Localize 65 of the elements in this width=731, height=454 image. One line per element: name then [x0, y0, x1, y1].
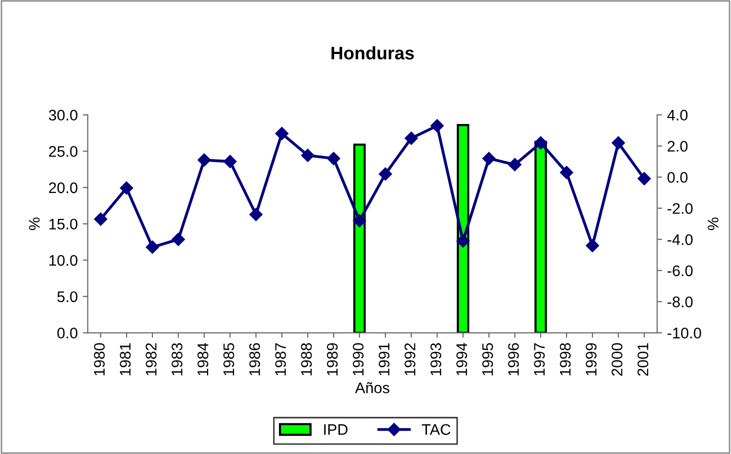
x-tick-label: 2001: [638, 343, 648, 376]
point: [94, 212, 108, 226]
chart-title: Honduras: [332, 46, 414, 60]
point: [146, 240, 160, 254]
x-tick-label: 1994: [456, 342, 468, 376]
point: [586, 239, 600, 252]
x-tick-label: 1998: [560, 343, 571, 376]
x-tick-label: 1986: [249, 343, 260, 376]
y-tick-label: 30.0: [48, 110, 78, 121]
point: [534, 136, 548, 150]
point: [223, 154, 237, 168]
point: [482, 152, 496, 166]
point: [301, 148, 314, 162]
point: [352, 214, 366, 228]
x-tick-label: 1995: [482, 343, 494, 376]
y2-tick-label: -6.0: [668, 265, 693, 276]
legend-label: IPD: [324, 424, 348, 435]
point: [508, 158, 522, 172]
y-tick-label: 25.0: [49, 146, 78, 157]
y2-tick-label: -4.0: [668, 234, 693, 246]
y2-tick-label: -8.0: [668, 296, 693, 308]
y2-tick-label: -2.0: [668, 203, 693, 214]
y-tick-label: 10.0: [49, 255, 78, 266]
point: [198, 153, 211, 167]
x-tick-label: 1981: [120, 343, 131, 376]
y2-tick-label: -10.0: [668, 328, 702, 338]
x-axis-title: Años: [355, 382, 390, 394]
y-tick-label: 15.0: [49, 218, 78, 230]
x-tick-label: 1999: [586, 343, 597, 376]
x-tick-label: 1980: [94, 343, 105, 376]
x-tick-label: 1997: [534, 343, 545, 376]
point: [560, 166, 574, 180]
point: [120, 181, 134, 195]
x-tick-label: 1989: [326, 343, 338, 376]
point: [172, 232, 185, 246]
y2-tick-label: 4.0: [667, 110, 688, 121]
y2-tick-label: 2.0: [668, 140, 688, 152]
x-tick-label: 1982: [146, 343, 157, 376]
x-tick-label: 1985: [223, 343, 234, 376]
x-tick-label: 1988: [301, 343, 312, 376]
x-tick-label: 1983: [172, 343, 182, 376]
point: [249, 208, 263, 222]
x-tick-label: 1990: [352, 343, 364, 376]
y2-tick-label: 0.0: [667, 172, 688, 183]
point: [638, 172, 651, 186]
point: [430, 119, 444, 132]
point: [378, 167, 392, 181]
point: [275, 126, 288, 140]
x-tick-label: 1992: [404, 343, 416, 376]
point: [404, 132, 418, 145]
point: [612, 136, 625, 150]
x-tick-label: 1987: [275, 343, 286, 376]
point: [456, 234, 470, 248]
y-axis-title: %: [28, 218, 40, 230]
point: [327, 152, 340, 166]
x-tick-label: 1984: [197, 342, 208, 376]
x-tick-label: 1996: [508, 343, 519, 376]
legend-label: TAC: [422, 424, 450, 435]
x-tick-label: 1993: [430, 343, 442, 376]
y-tick-label: 0.0: [57, 328, 78, 338]
y-tick-label: 5.0: [57, 291, 78, 302]
x-tick-label: 1991: [378, 343, 390, 376]
x-tick-label: 2000: [612, 343, 622, 376]
y2-axis-title: %: [708, 218, 718, 230]
y-tick-label: 20.0: [49, 182, 78, 194]
